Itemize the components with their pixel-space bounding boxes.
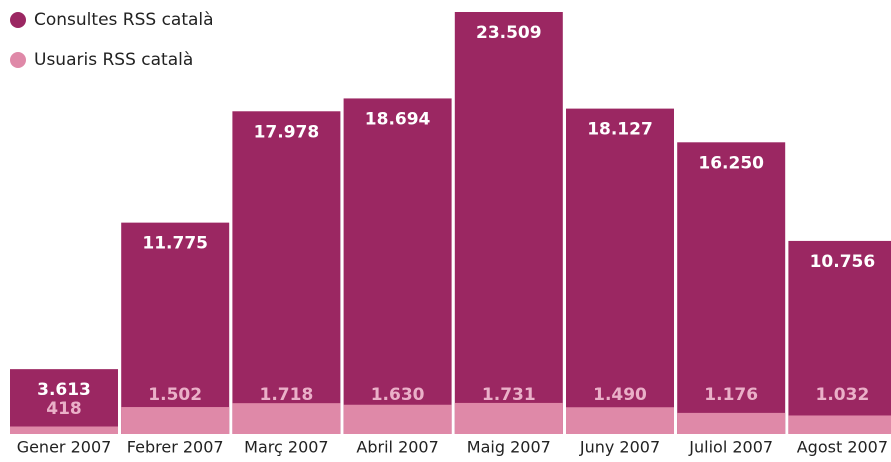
- bar: [232, 403, 341, 434]
- x-tick-label: Juliol 2007: [688, 438, 773, 457]
- bar: [343, 404, 452, 434]
- bar: [454, 402, 563, 434]
- legend-label: Usuaris RSS català: [34, 50, 193, 70]
- value-label: 17.978: [254, 122, 320, 142]
- value-label: 18.127: [587, 120, 653, 140]
- x-tick-label: Març 2007: [244, 438, 328, 457]
- value-label: 1.176: [704, 385, 758, 405]
- bar: [454, 12, 563, 434]
- value-label: 18.694: [365, 109, 431, 129]
- value-label: 23.509: [476, 23, 542, 43]
- value-label: 418: [46, 399, 82, 419]
- x-tick-label: Agost 2007: [797, 438, 888, 457]
- x-tick-label: Abril 2007: [356, 438, 438, 457]
- bar: [232, 111, 341, 435]
- value-label: 1.718: [260, 385, 314, 405]
- bar: [121, 407, 230, 434]
- bar: [566, 407, 674, 434]
- value-label: 1.630: [371, 385, 425, 405]
- bar: [10, 426, 118, 434]
- bar: [788, 240, 891, 434]
- legend-swatch: [10, 52, 26, 68]
- bar: [10, 369, 118, 434]
- value-label: 1.731: [482, 385, 536, 405]
- x-tick-label: Maig 2007: [467, 438, 551, 457]
- legend-swatch: [10, 12, 26, 28]
- bar: [343, 98, 452, 434]
- value-label: 11.775: [142, 234, 208, 254]
- bar: [677, 142, 786, 434]
- x-tick-label: Febrer 2007: [127, 438, 224, 457]
- x-tick-label: Gener 2007: [17, 438, 112, 457]
- bar: [121, 222, 230, 434]
- value-label: 1.502: [148, 385, 202, 405]
- value-label: 10.756: [810, 252, 876, 272]
- bar: [566, 108, 674, 434]
- value-label: 3.613: [37, 380, 91, 400]
- value-label: 1.032: [816, 385, 870, 405]
- bar: [788, 415, 891, 434]
- bar: [677, 412, 786, 434]
- value-label: 16.250: [698, 153, 764, 173]
- legend-label: Consultes RSS català: [34, 10, 214, 30]
- value-label: 1.490: [593, 385, 647, 405]
- x-tick-label: Juny 2007: [579, 438, 660, 457]
